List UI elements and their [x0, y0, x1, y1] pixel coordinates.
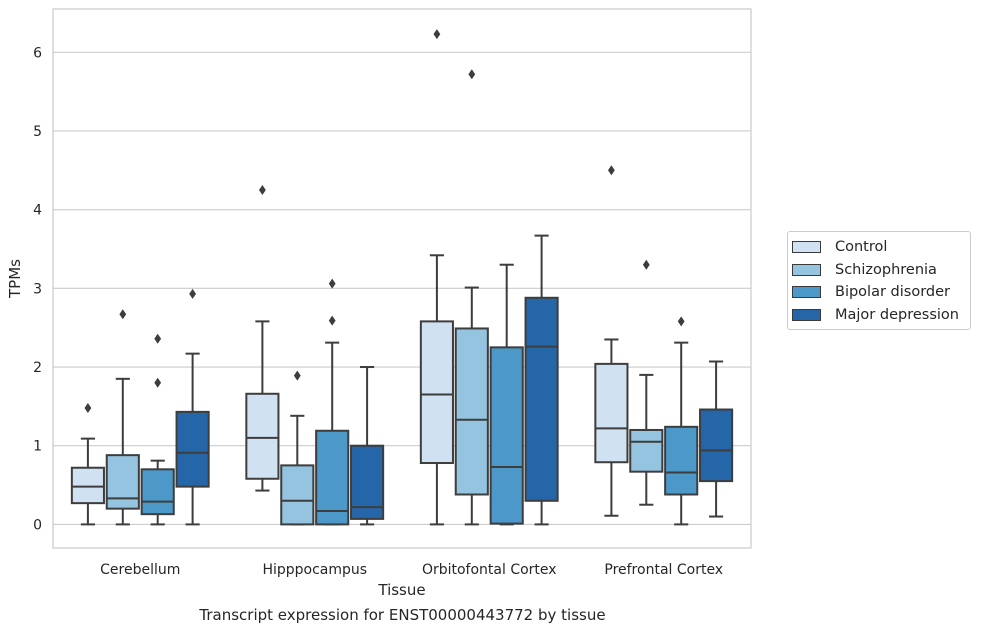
legend-swatch [792, 286, 821, 299]
outlier-point [293, 370, 301, 381]
outlier-point [677, 316, 685, 327]
outlier-point [608, 165, 615, 176]
x-tick-labels: Cerebellum Hipppocampus Orbitofontal Corte… [100, 562, 723, 578]
x-tick-label: Cerebellum [100, 562, 180, 578]
iqr-box [245, 392, 280, 480]
outlier-point [328, 315, 336, 326]
outlier-point [433, 29, 441, 40]
legend-item: Major depression [788, 304, 970, 327]
legend-label: Control [835, 239, 888, 256]
iqr-box [280, 464, 315, 526]
box-control [594, 165, 629, 517]
box-bipolar-disorder [315, 278, 350, 526]
box-major-depression [699, 360, 734, 518]
iqr-box [454, 327, 489, 496]
outlier-point [468, 69, 476, 80]
box-schizophrenia [629, 259, 664, 506]
legend-item: Control [788, 236, 970, 259]
iqr-box [315, 429, 350, 526]
box-major-depression [524, 234, 559, 526]
x-axis-label: Tissue [377, 581, 425, 599]
y-tick-label: 0 [33, 517, 42, 533]
y-tick-label: 2 [33, 360, 42, 376]
iqr-box [699, 408, 734, 483]
x-tick-label: Hipppocampus [262, 562, 367, 578]
plot-area-frame [52, 8, 752, 549]
x-tick-label: Prefrontal Cortex [604, 562, 723, 578]
iqr-box [419, 320, 454, 465]
y-tick-label: 6 [33, 45, 42, 61]
box-control [70, 402, 105, 526]
y-tick-labels: 0 1 2 3 4 5 6 [33, 45, 42, 533]
y-tick-label: 5 [33, 124, 42, 140]
iqr-box [105, 454, 140, 510]
iqr-box [175, 410, 210, 488]
legend-swatch [792, 241, 821, 254]
iqr-box [629, 428, 664, 473]
outlier-point [154, 333, 162, 344]
box-major-depression [350, 366, 385, 526]
legend-item: Bipolar disorder [788, 281, 970, 304]
y-tick-label: 4 [33, 203, 42, 219]
box-bipolar-disorder [489, 263, 524, 526]
legend-label: Schizophrenia [835, 261, 937, 278]
outlier-point [328, 278, 336, 289]
box-schizophrenia [105, 309, 140, 526]
iqr-box [594, 362, 629, 464]
legend-swatch [792, 263, 821, 276]
outlier-point [154, 377, 162, 388]
outlier-point [119, 309, 127, 320]
legend-item: Schizophrenia [788, 259, 970, 282]
box-major-depression [175, 288, 210, 526]
iqr-box [524, 296, 559, 502]
legend-swatch [792, 308, 821, 321]
figure-caption: Transcript expression for ENST0000044377… [199, 606, 606, 624]
iqr-box [70, 466, 105, 505]
outlier-point [642, 259, 650, 270]
iqr-box [140, 468, 175, 516]
outlier-point [189, 288, 196, 299]
legend: Control Schizophrenia Bipolar disorder Majo… [787, 231, 971, 330]
box-schizophrenia [280, 370, 315, 526]
y-axis-label: TPMs [6, 259, 24, 299]
box-schizophrenia [454, 69, 489, 526]
legend-label: Major depression [835, 306, 959, 323]
y-tick-label: 3 [33, 281, 42, 297]
iqr-box [664, 425, 699, 496]
box-bipolar-disorder [664, 316, 699, 526]
legend-label: Bipolar disorder [835, 284, 950, 301]
x-tick-label: Orbitofontal Cortex [422, 562, 557, 578]
iqr-box [489, 346, 524, 525]
grid-lines [53, 51, 751, 525]
outlier-point [84, 402, 92, 413]
outlier-point [259, 184, 266, 195]
box-control [419, 29, 454, 526]
box-bipolar-disorder [140, 333, 175, 526]
box-series-layer [70, 29, 734, 526]
box-control [245, 184, 280, 492]
y-tick-label: 1 [33, 439, 42, 455]
